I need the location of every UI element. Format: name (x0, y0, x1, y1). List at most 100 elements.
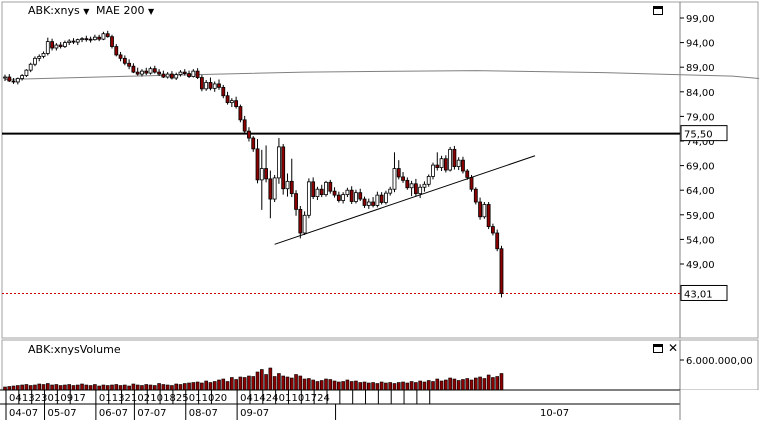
candle-body (311, 181, 316, 197)
volume-bar (448, 377, 452, 391)
day-tick-label: 13 (112, 393, 125, 404)
candle-body (465, 170, 470, 178)
candle (58, 42, 63, 49)
volume-bar (174, 383, 178, 391)
month-tick-label: 05-07 (48, 408, 77, 419)
candle-body (409, 183, 414, 189)
volume-bar (469, 379, 474, 391)
volume-bar (268, 367, 273, 391)
candle (349, 186, 354, 204)
volume-bar (435, 378, 440, 391)
volume-bar (178, 384, 183, 391)
candle (426, 174, 431, 187)
day-tick-label: 17 (73, 393, 86, 404)
indicator-label: MAE 200 (96, 4, 145, 17)
candle (345, 187, 350, 198)
candle (486, 202, 491, 230)
candle (28, 62, 33, 73)
candle-body (97, 36, 102, 40)
volume-bar (349, 381, 354, 391)
candle-body (495, 232, 500, 250)
volume-bar (37, 383, 42, 391)
candle-body (118, 54, 123, 59)
candle (24, 69, 29, 78)
candle-body (247, 130, 251, 139)
candle-body (191, 70, 196, 77)
candle (473, 187, 478, 205)
indicator-selector[interactable]: MAE 200 ▼ (96, 4, 154, 17)
candle (204, 79, 209, 91)
candle (217, 79, 221, 90)
volume-bar (371, 382, 375, 391)
candle-body (11, 80, 16, 83)
volume-bar (482, 378, 487, 391)
candle (195, 68, 200, 80)
candle-body (328, 181, 333, 192)
candle (50, 38, 54, 51)
candle-body (204, 82, 209, 90)
maximize-volume-pane-icon[interactable] (653, 344, 663, 353)
price-axis-tick-label: 89,00 (686, 63, 715, 74)
candle-body (122, 57, 127, 64)
volume-bar (302, 378, 307, 391)
month-tick-label: 10-07 (540, 408, 569, 419)
candle-body (174, 74, 179, 79)
candle-body (379, 194, 384, 203)
trendline[interactable] (274, 155, 536, 245)
candle (251, 136, 256, 152)
caret-down-icon: ▼ (147, 7, 155, 16)
candle-body (20, 75, 25, 79)
volume-bar (345, 379, 350, 391)
close-icon[interactable]: ✕ (668, 341, 679, 355)
maximize-price-pane-icon[interactable] (653, 6, 663, 15)
candle-body (251, 137, 256, 150)
candle (157, 69, 161, 77)
volume-bar (75, 384, 80, 391)
volume-bar (247, 375, 251, 391)
volume-bar (294, 374, 298, 391)
candle-body (199, 77, 204, 90)
candle (45, 37, 50, 56)
candle-body (401, 176, 405, 181)
candle (122, 55, 127, 66)
volume-bar (54, 384, 59, 391)
symbol-selector[interactable]: ABK:xnys ▼ (28, 4, 89, 17)
candle (105, 30, 110, 38)
volume-bar (456, 380, 461, 391)
candle (174, 72, 179, 80)
candle (88, 36, 93, 43)
day-tick-label: 24 (317, 393, 330, 404)
candle-body (114, 46, 119, 56)
candle-body (144, 70, 149, 74)
candle-body (110, 36, 114, 47)
candle (461, 156, 465, 174)
candle (199, 75, 204, 92)
candle-body (140, 70, 144, 75)
candle (435, 152, 440, 171)
volume-bar (251, 376, 256, 391)
volume-bar (88, 385, 93, 391)
candle-body (105, 33, 110, 38)
candle-body (80, 38, 84, 41)
candle (409, 180, 414, 197)
volume-bar (225, 381, 230, 391)
volume-bar (33, 384, 37, 391)
volume-bar (242, 377, 247, 391)
day-tick-label: 20 (214, 393, 227, 404)
candle-body (319, 188, 324, 196)
last-price-box (680, 284, 728, 301)
volume-bar (50, 384, 54, 391)
candle-body (366, 201, 371, 206)
volume-bar (319, 380, 324, 391)
candle-body (349, 189, 354, 202)
volume-bar (337, 381, 341, 391)
candle (97, 34, 102, 42)
candle-body (486, 204, 491, 228)
volume-axis-tick-label: 6.000.000,00 (686, 356, 753, 367)
day-tick-label: 24 (266, 393, 279, 404)
day-tick-label: 14 (253, 393, 266, 404)
candle (375, 191, 380, 208)
candle (140, 69, 144, 77)
ma200-line (4, 70, 759, 80)
